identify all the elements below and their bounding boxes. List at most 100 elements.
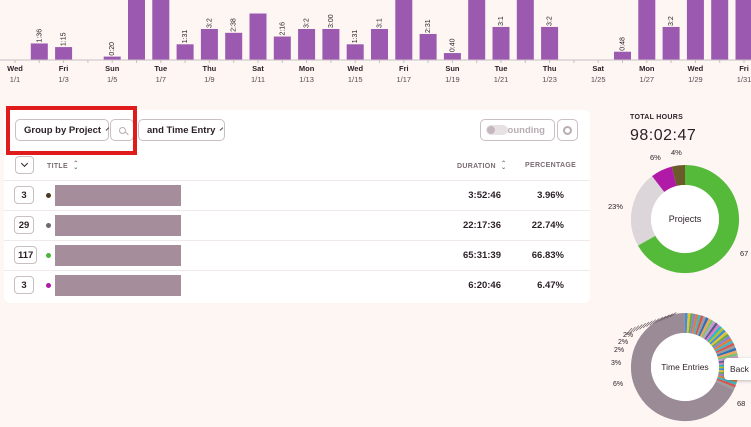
entry-slice[interactable] xyxy=(714,340,734,352)
day-bar[interactable] xyxy=(249,13,267,61)
entry-slice[interactable] xyxy=(693,314,702,335)
row-percentage: 3.96% xyxy=(537,190,564,201)
fanned-label-mark xyxy=(669,312,677,318)
project-color-dot xyxy=(46,193,51,198)
bar-duration-label: 1:15 xyxy=(61,32,68,46)
entry-slice[interactable] xyxy=(716,347,737,357)
fanned-label-mark xyxy=(659,315,667,322)
entry-slice[interactable] xyxy=(696,316,707,336)
duration-column-header[interactable]: DURATION xyxy=(457,162,506,170)
daily-hours-bar-chart: Wed 1/1 1:36 1:15 Fri 1/3 0:20 Sun 1/5 Tue 1/7 1:31… xyxy=(0,0,751,84)
entry-slice[interactable] xyxy=(715,342,735,354)
day-bar[interactable] xyxy=(55,47,73,60)
table-row[interactable]: 3 3:52:46 3.96% xyxy=(4,180,590,210)
entry-slice[interactable] xyxy=(713,338,732,351)
day-bar[interactable] xyxy=(273,36,291,60)
entry-slice[interactable] xyxy=(716,378,736,388)
entry-slice[interactable] xyxy=(701,319,714,339)
entry-slice[interactable] xyxy=(702,321,716,340)
title-column-header[interactable]: TITLE xyxy=(47,162,79,170)
entry-slice[interactable] xyxy=(716,345,736,355)
day-bar[interactable] xyxy=(152,0,170,60)
day-bar[interactable] xyxy=(103,56,121,60)
day-bar[interactable] xyxy=(492,26,510,60)
day-bar[interactable] xyxy=(176,44,194,60)
day-bar[interactable] xyxy=(443,53,461,60)
day-bar[interactable] xyxy=(686,0,704,60)
bar-duration-label: 0:20 xyxy=(109,42,116,56)
project-slice[interactable] xyxy=(652,166,678,193)
group-search-button[interactable] xyxy=(110,119,134,141)
entry-slice[interactable] xyxy=(706,325,722,343)
slice-percent-label: 23% xyxy=(608,202,623,211)
day-bar[interactable] xyxy=(419,33,437,60)
day-bar[interactable] xyxy=(516,0,534,60)
entry-slice[interactable] xyxy=(708,327,724,344)
fanned-label-mark xyxy=(642,321,650,329)
entry-slice[interactable] xyxy=(709,329,726,345)
entry-slice[interactable] xyxy=(712,335,731,349)
entry-slice[interactable] xyxy=(695,315,704,336)
day-bar[interactable] xyxy=(711,0,729,60)
day-bar[interactable] xyxy=(541,26,559,60)
back-button[interactable]: Back xyxy=(724,358,751,380)
entry-count-badge[interactable]: 29 xyxy=(14,216,34,234)
entry-slice[interactable] xyxy=(699,318,712,338)
day-label: Fri xyxy=(399,64,409,73)
project-slice[interactable] xyxy=(671,165,686,187)
bar-duration-label: 3:2 xyxy=(304,18,311,28)
day-bar[interactable] xyxy=(200,29,218,60)
entry-slice[interactable] xyxy=(717,350,738,359)
day-label: Fri xyxy=(739,64,749,73)
entry-count-badge[interactable]: 117 xyxy=(14,246,38,264)
date-label: 1/11 xyxy=(251,75,265,84)
entry-count-badge[interactable]: 3 xyxy=(14,276,34,294)
day-bar[interactable] xyxy=(346,44,364,60)
entry-slice[interactable] xyxy=(704,322,718,341)
entry-slice[interactable] xyxy=(698,317,709,337)
day-bar[interactable] xyxy=(30,43,48,60)
day-label: Mon xyxy=(299,64,315,73)
table-row[interactable]: 117 65:31:39 66.83% xyxy=(4,240,590,270)
day-bar[interactable] xyxy=(322,29,340,60)
project-slice[interactable] xyxy=(631,176,665,246)
bar-duration-label: 1:36 xyxy=(36,29,43,43)
entry-slice[interactable] xyxy=(705,324,720,342)
group-by-dropdown[interactable]: Group by Project xyxy=(15,119,110,141)
entry-slice[interactable] xyxy=(710,331,728,347)
rounding-settings-button[interactable] xyxy=(557,119,578,141)
day-bar[interactable] xyxy=(298,29,316,60)
bar-duration-label: 2:16 xyxy=(279,22,286,36)
rounding-toggle[interactable]: Rounding xyxy=(480,119,555,141)
day-label: Sun xyxy=(105,64,120,73)
table-row[interactable]: 3 6:20:46 6.47% xyxy=(4,270,590,300)
table-row[interactable]: 29 22:17:36 22.74% xyxy=(4,210,590,240)
day-bar[interactable] xyxy=(614,51,631,60)
fanned-label-mark xyxy=(646,320,653,327)
day-bar[interactable] xyxy=(735,0,751,60)
day-bar[interactable] xyxy=(662,26,680,60)
report-panel: Group by Project and Time Entry Rounding… xyxy=(4,110,590,303)
bar-duration-label: 3:2 xyxy=(206,18,213,28)
day-bar[interactable] xyxy=(128,0,145,60)
day-bar[interactable] xyxy=(468,0,486,60)
day-bar[interactable] xyxy=(371,29,388,60)
secondary-group-dropdown[interactable]: and Time Entry xyxy=(138,119,225,141)
gear-icon xyxy=(563,125,572,135)
entry-slice[interactable] xyxy=(711,333,730,348)
date-label: 1/31 xyxy=(737,75,751,84)
bar-duration-label: 1:31 xyxy=(352,30,359,44)
expand-all-button[interactable] xyxy=(15,156,34,174)
fanned-label-mark xyxy=(649,319,657,326)
entry-slice[interactable] xyxy=(631,313,734,421)
day-bar[interactable] xyxy=(395,0,413,60)
entry-slice[interactable] xyxy=(717,352,738,360)
project-slice[interactable] xyxy=(637,165,739,273)
total-hours-label: TOTAL HOURS xyxy=(630,114,684,121)
day-bar[interactable] xyxy=(225,32,243,60)
slice-percent-label: 2% xyxy=(614,347,624,354)
day-bar[interactable] xyxy=(638,0,656,60)
entry-count-badge[interactable]: 3 xyxy=(14,186,34,204)
entry-slice[interactable] xyxy=(715,379,735,390)
percentage-column-header[interactable]: PERCENTAGE xyxy=(525,162,576,169)
